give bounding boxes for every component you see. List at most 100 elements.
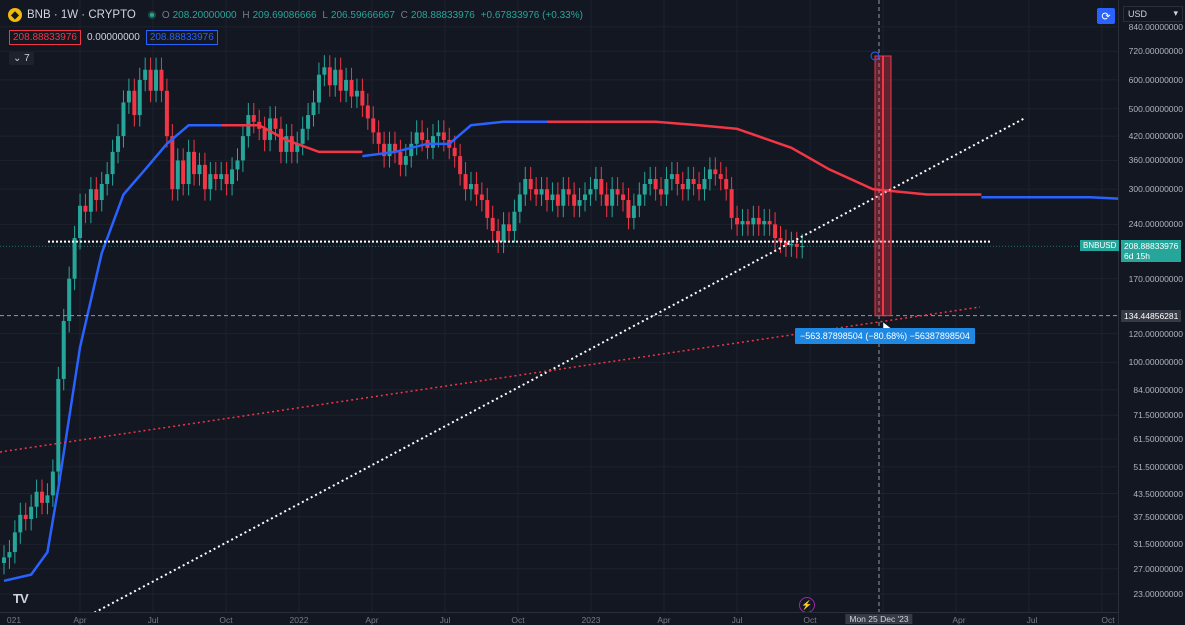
candle-body bbox=[403, 156, 408, 165]
indicator-collapse-toggle[interactable]: ⌄ 7 bbox=[9, 52, 34, 65]
candle-body bbox=[126, 90, 131, 103]
candle-body bbox=[713, 169, 718, 175]
candle-body bbox=[306, 115, 311, 129]
candle-body bbox=[637, 194, 642, 206]
currency-select[interactable]: USD bbox=[1123, 6, 1183, 22]
candle-body bbox=[197, 164, 202, 175]
supertrend-segment bbox=[981, 195, 1118, 200]
candle-body bbox=[186, 151, 191, 184]
price-axis[interactable]: USD 840.00000000 720.00000000 600.00000000… bbox=[1118, 0, 1185, 625]
time-tick: Apr bbox=[657, 615, 671, 625]
time-tick: Oct bbox=[1101, 615, 1115, 625]
candle-body bbox=[501, 224, 506, 242]
candle-body bbox=[132, 90, 137, 116]
candle-body bbox=[192, 151, 197, 175]
candle-body bbox=[740, 221, 745, 225]
candle-body bbox=[2, 557, 6, 563]
candle-body bbox=[273, 118, 278, 129]
close-value: 208.88833976 bbox=[410, 9, 475, 21]
candle-body bbox=[729, 189, 734, 218]
candle-body bbox=[430, 136, 435, 148]
candle-body bbox=[800, 246, 805, 248]
candle-body bbox=[67, 278, 72, 321]
candle-body bbox=[572, 194, 577, 206]
last-price-badge: 208.88833976 6d 15h bbox=[1121, 240, 1182, 263]
open-key: O bbox=[161, 9, 170, 21]
candle-body bbox=[61, 320, 66, 379]
candle-body bbox=[707, 169, 712, 179]
sync-scale-button[interactable]: ⟳ bbox=[1097, 8, 1115, 24]
symbol-title[interactable]: BNB · 1W · CRYPTO bbox=[27, 9, 136, 21]
tradingview-logo-icon[interactable]: TV bbox=[13, 591, 29, 606]
price-tick: 51.50000000 bbox=[1133, 461, 1183, 472]
candle-body bbox=[420, 132, 425, 140]
candle-body bbox=[110, 151, 115, 175]
time-tick: Apr bbox=[365, 615, 379, 625]
candle-body bbox=[409, 143, 414, 157]
rising-trendline bbox=[93, 117, 1026, 612]
indicator-count: 7 bbox=[24, 53, 30, 64]
candle-body bbox=[387, 143, 392, 157]
time-axis[interactable]: 021 Apr Jul Oct 2022 Apr Jul Oct 2023 Apr Jul Oct Ap… bbox=[0, 612, 1118, 625]
candle-body bbox=[235, 160, 240, 170]
candle-body bbox=[414, 132, 419, 144]
indicator-legend[interactable]: 208.88833976 0.00000000 208.88833976 bbox=[9, 30, 224, 45]
time-tick: Apr bbox=[952, 615, 966, 625]
candle-body bbox=[300, 128, 305, 144]
candles bbox=[2, 55, 805, 575]
drawings[interactable] bbox=[0, 0, 1118, 612]
candle-body bbox=[452, 147, 457, 157]
candle-body bbox=[208, 174, 213, 190]
candle-body bbox=[539, 189, 544, 195]
candle-body bbox=[599, 178, 604, 195]
candle-body bbox=[382, 143, 387, 157]
candle-body bbox=[610, 189, 615, 206]
candle-body bbox=[756, 217, 761, 225]
candle-body bbox=[143, 69, 148, 80]
indicator-zero-value: 0.00000000 bbox=[86, 32, 140, 43]
candle-body bbox=[593, 178, 598, 190]
last-price-value: 208.88833976 bbox=[1124, 241, 1179, 252]
candle-body bbox=[121, 102, 126, 137]
candle-body bbox=[436, 132, 441, 137]
candle-body bbox=[583, 194, 588, 201]
candle-body bbox=[669, 174, 674, 179]
market-open-dot-icon bbox=[147, 11, 156, 19]
candle-body bbox=[181, 160, 186, 184]
price-tick: 120.00000000 bbox=[1128, 328, 1183, 339]
candle-body bbox=[718, 174, 723, 179]
measure-anchor-icon bbox=[870, 51, 880, 61]
candle-body bbox=[523, 178, 528, 195]
candle-body bbox=[148, 69, 153, 91]
crosshair-date-badge: Mon 25 Dec '23 bbox=[845, 614, 913, 624]
candle-body bbox=[137, 79, 142, 116]
candle-body bbox=[751, 217, 756, 225]
candle-body bbox=[735, 217, 740, 225]
candle-body bbox=[496, 231, 501, 242]
candle-body bbox=[724, 178, 729, 190]
candle-body bbox=[213, 174, 218, 179]
candle-body bbox=[45, 495, 50, 503]
candle-body bbox=[697, 183, 702, 190]
open-value: 208.20000000 bbox=[172, 9, 237, 21]
candle-body bbox=[164, 90, 169, 137]
price-tick: 100.00000000 bbox=[1128, 357, 1183, 368]
candle-body bbox=[322, 67, 327, 75]
candle-body bbox=[83, 205, 88, 212]
candle-body bbox=[691, 178, 696, 184]
candle-body bbox=[392, 143, 397, 152]
bar-countdown: 6d 15h bbox=[1124, 251, 1150, 262]
candle-body bbox=[94, 189, 99, 201]
price-range-measure-label: −563.87898504 (−80.68%) −56387898504 bbox=[795, 328, 975, 344]
price-chart[interactable] bbox=[0, 0, 1118, 612]
candle-body bbox=[479, 194, 484, 201]
lightning-event-icon[interactable]: ⚡ bbox=[799, 597, 815, 612]
candle-body bbox=[365, 105, 370, 119]
candle-body bbox=[664, 178, 669, 195]
chart-pane[interactable]: ◆ BNB · 1W · CRYPTO O 208.20000000 H 209.6… bbox=[0, 0, 1118, 612]
price-tick: 23.00000000 bbox=[1133, 588, 1183, 599]
candle-body bbox=[219, 174, 224, 179]
candle-body bbox=[40, 491, 45, 503]
candle-body bbox=[642, 183, 647, 195]
candle-body bbox=[78, 205, 83, 239]
